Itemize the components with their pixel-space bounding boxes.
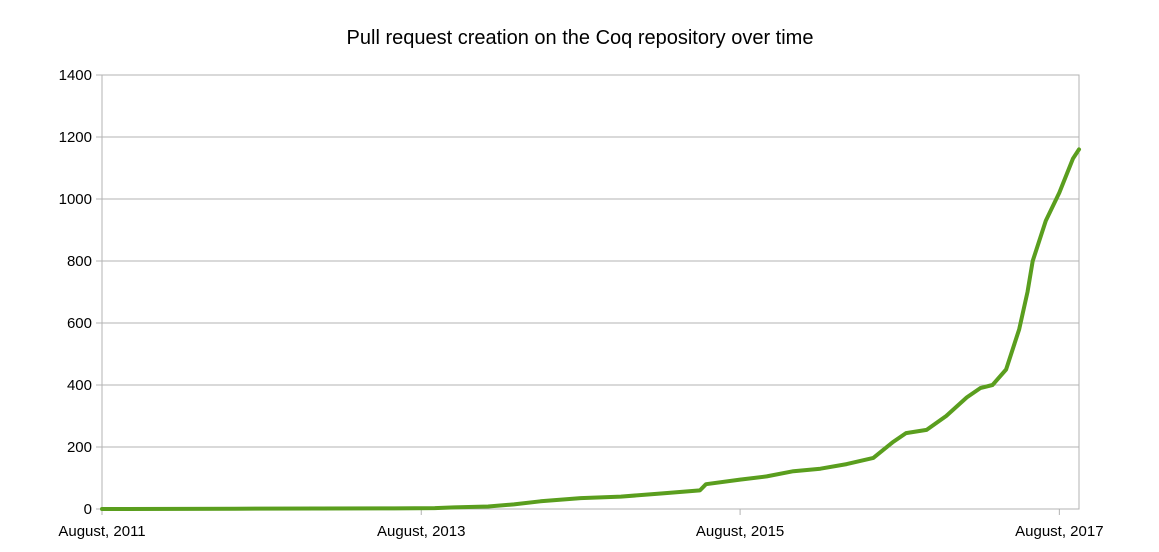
grid-layer — [102, 74, 1079, 510]
x-tick-label: August, 2017 — [1015, 523, 1103, 540]
series-layer — [100, 147, 1081, 511]
y-tick-label: 600 — [67, 315, 92, 332]
x-tick-label: August, 2013 — [377, 523, 465, 540]
y-tick-label: 0 — [84, 501, 92, 518]
y-tick-label: 1400 — [59, 67, 92, 84]
chart-title: Pull request creation on the Coq reposit… — [347, 27, 814, 49]
y-tick-label: 1200 — [59, 129, 92, 146]
x-tick-label: August, 2011 — [58, 523, 145, 540]
x-axis-ticks: August, 2011 August, 2013 August, 2015 Augu… — [58, 509, 1104, 540]
series-line — [100, 147, 1081, 511]
y-tick-label: 800 — [67, 253, 92, 270]
plot-frame — [101, 74, 1080, 510]
y-tick-label: 200 — [67, 439, 92, 456]
y-tick-label: 400 — [67, 377, 92, 394]
y-tick-label: 1000 — [59, 191, 92, 208]
y-axis-ticks: 0 200 400 600 800 1000 1200 1400 — [59, 67, 102, 518]
x-tick-label: August, 2015 — [696, 523, 784, 540]
